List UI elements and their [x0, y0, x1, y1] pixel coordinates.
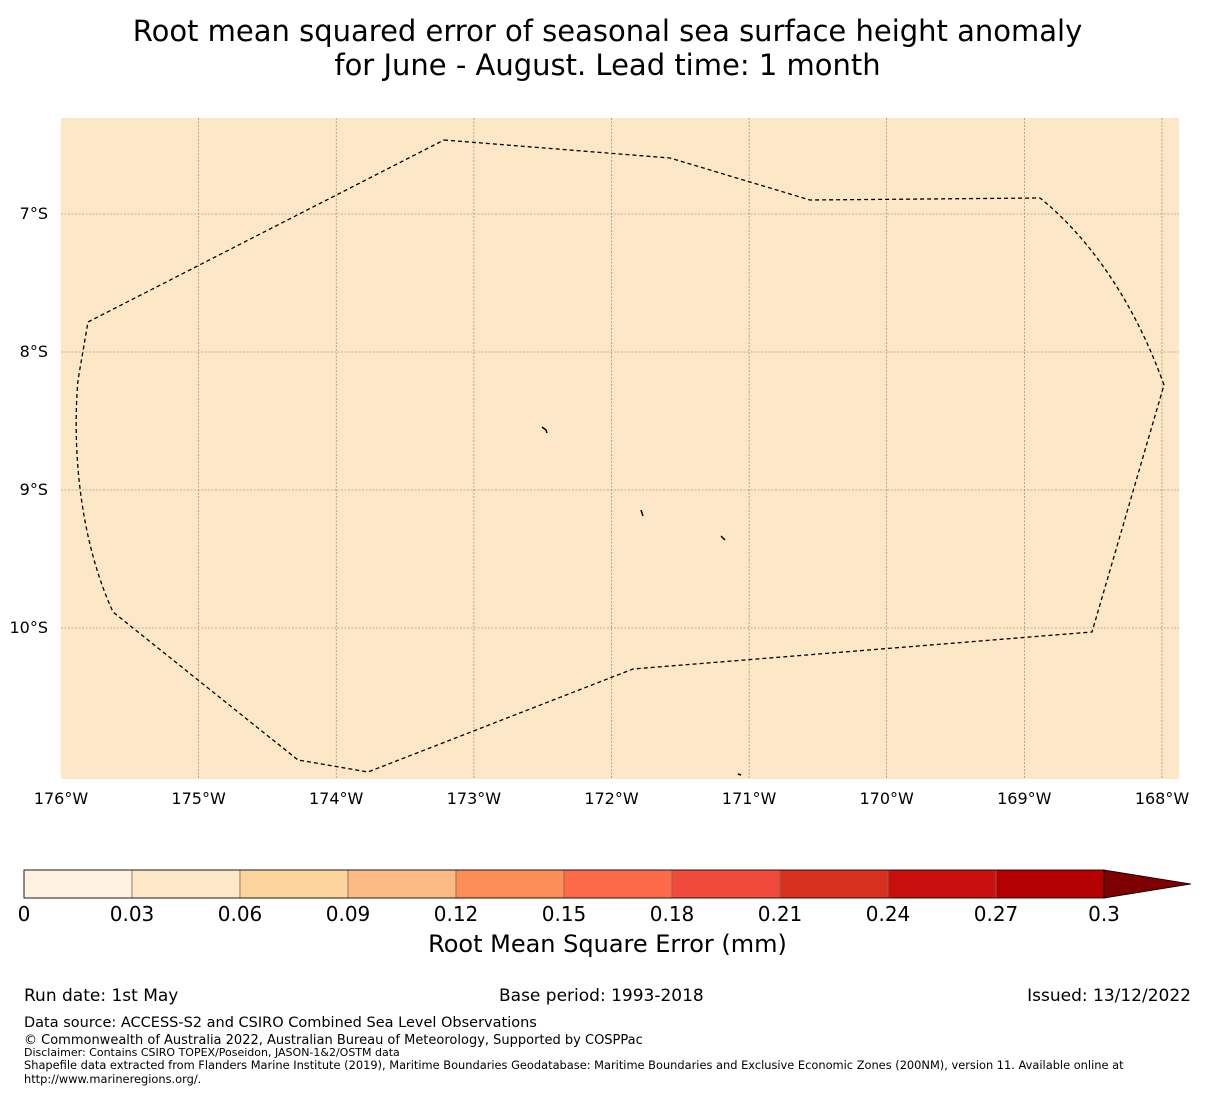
colorbar-segment-2: [239, 869, 349, 899]
islands: [541, 426, 742, 776]
island-nukunonu: [640, 509, 644, 517]
lon-label-169w: 169°W: [997, 789, 1052, 808]
colorbar-tick-8: 0.24: [865, 902, 911, 926]
colorbar-tick-5: 0.15: [541, 902, 587, 926]
lon-label-175w: 175°W: [171, 789, 226, 808]
map-area: [61, 118, 1179, 779]
lon-label-176w: 176°W: [33, 789, 89, 808]
colorbar-segment-7: [779, 869, 889, 899]
colorbar-segment-0: [23, 869, 133, 899]
issued-date: Issued: 13/12/2022: [1027, 986, 1191, 1006]
copyright: © Commonwealth of Australia 2022, Austra…: [24, 1033, 643, 1048]
colorbar-segment-4: [455, 869, 565, 899]
island-atafu: [541, 426, 548, 434]
lon-label-171w: 171°W: [721, 789, 777, 808]
colorbar-segment-5: [563, 869, 673, 899]
colorbar-label: Root Mean Square Error (mm): [428, 930, 787, 958]
colorbar-extend-arrow: [1103, 869, 1192, 899]
title-line-1: Root mean squared error of seasonal sea …: [132, 14, 1083, 48]
colorbar-tick-3: 0.09: [325, 902, 371, 926]
lon-label-168w: 168°W: [1134, 789, 1190, 808]
data-source: Data source: ACCESS-S2 and CSIRO Combine…: [24, 1015, 537, 1031]
disclaimer: Disclaimer: Contains CSIRO TOPEX/Poseido…: [24, 1046, 400, 1059]
lat-label-9s: 9°S: [19, 480, 48, 499]
colorbar-tick-10: 0.3: [1088, 902, 1120, 926]
colorbar-tick-4: 0.12: [433, 902, 479, 926]
lat-label-7s: 7°S: [19, 204, 48, 223]
title-line-2: for June - August. Lead time: 1 month: [334, 48, 881, 82]
island-swains: [737, 773, 742, 776]
colorbar-segment-3: [347, 869, 457, 899]
base-period: Base period: 1993-2018: [499, 986, 704, 1006]
lon-label-173w: 173°W: [446, 789, 502, 808]
colorbar-segment-8: [887, 869, 997, 899]
shapefile-credit-line-1: Shapefile data extracted from Flanders M…: [24, 1058, 1124, 1072]
eez-boundary: [75, 139, 1165, 773]
colorbar-tick-7: 0.21: [757, 902, 803, 926]
colorbar-tick-2: 0.06: [217, 902, 263, 926]
colorbar-segment-9: [995, 869, 1105, 899]
lon-label-174w: 174°W: [309, 789, 364, 808]
island-fakaofo: [720, 535, 726, 541]
colorbar-tick-6: 0.18: [649, 902, 695, 926]
colorbar-tick-1: 0.03: [109, 902, 155, 926]
lat-label-10s: 10°S: [9, 618, 48, 637]
colorbar-tick-0: 0: [17, 902, 31, 926]
lat-label-8s: 8°S: [19, 342, 48, 361]
colorbar-tick-9: 0.27: [973, 902, 1019, 926]
colorbar-border: [23, 869, 1105, 899]
shapefile-credit-line-2: http://www.marineregions.org/.: [24, 1072, 202, 1086]
run-date: Run date: 1st May: [24, 986, 179, 1006]
lon-label-172w: 172°W: [584, 789, 639, 808]
colorbar-segment-6: [671, 869, 781, 899]
colorbar-segment-1: [131, 869, 241, 899]
colorbar: [23, 869, 1192, 899]
lon-label-170w: 170°W: [859, 789, 914, 808]
chart-title: Root mean squared error of seasonal sea …: [0, 14, 1215, 82]
gridlines: [61, 118, 1179, 779]
